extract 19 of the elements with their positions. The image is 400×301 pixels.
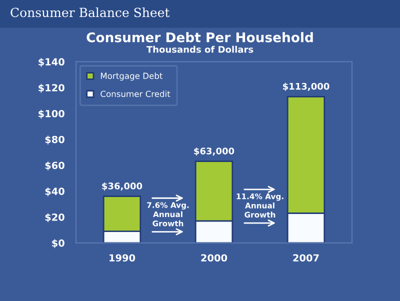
chart-title: Consumer Debt Per Household xyxy=(86,32,313,42)
x-tick-label: 1990 xyxy=(110,254,136,262)
x-tick-label: 2007 xyxy=(293,254,319,262)
chart-subtitle: Thousands of Dollars xyxy=(146,46,254,53)
y-tick-label: $60 xyxy=(45,162,64,170)
y-tick-label: $40 xyxy=(45,187,64,196)
y-tick-label: $80 xyxy=(45,136,64,144)
legend-label: Mortgage Debt xyxy=(100,72,163,81)
y-tick-label: $0 xyxy=(52,239,64,248)
y-tick-label: $140 xyxy=(38,58,64,67)
y-tick-label: $120 xyxy=(38,84,64,93)
y-tick-label: $100 xyxy=(38,110,64,119)
total-label: $36,000 xyxy=(102,182,142,191)
text: Consumer Balance Sheet xyxy=(10,7,170,18)
total-label: $113,000 xyxy=(283,82,330,91)
total-label: $63,000 xyxy=(194,147,234,156)
y-tick-label: $20 xyxy=(45,213,64,222)
x-tick-label: 2000 xyxy=(201,254,228,262)
legend-label: Consumer Credit xyxy=(100,90,170,98)
